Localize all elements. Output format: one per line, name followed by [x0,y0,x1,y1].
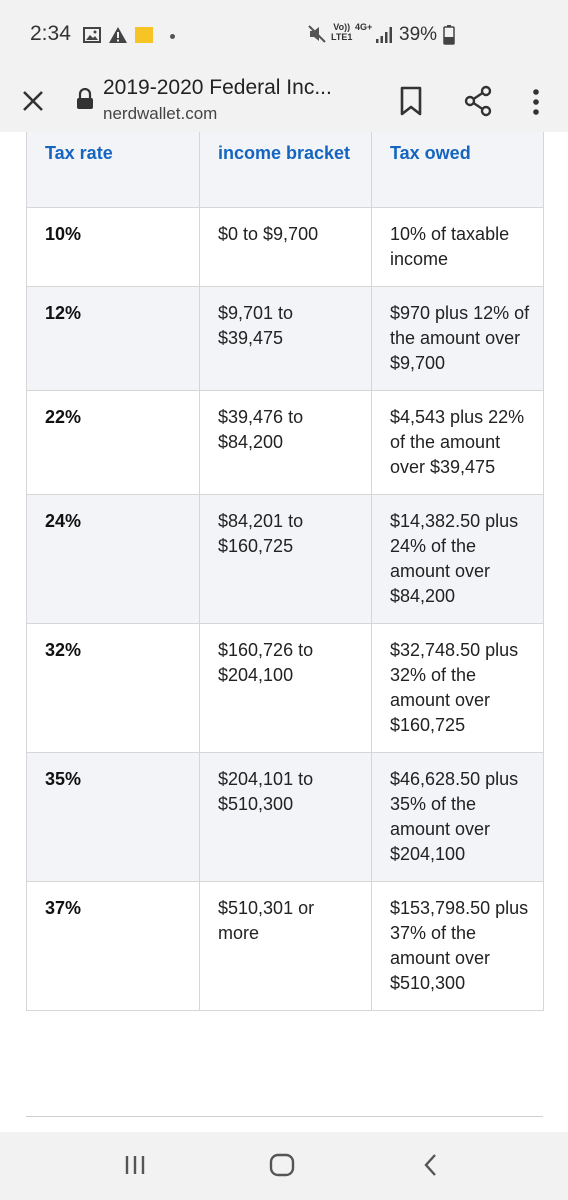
table-header-row: Tax rate income bracket Tax owed [26,132,544,208]
page-content[interactable]: Tax rate income bracket Tax owed 10% $0 … [0,132,568,1132]
tax-owed-cell: $14,382.50 plus 24% of the amount over $… [371,494,544,624]
page-title[interactable]: 2019-2020 Federal Inc... [103,76,332,99]
home-button[interactable] [268,1150,296,1185]
signal-icon [375,26,393,49]
share-icon [464,85,492,117]
browser-toolbar: 2019-2020 Federal Inc... nerdwallet.com [0,72,568,132]
more-vert-icon [533,89,539,115]
table-row: 10% $0 to $9,700 10% of taxable income [26,207,544,287]
table-row: 37% $510,301 or more $153,798.50 plus 37… [26,881,544,1011]
warning-icon [108,26,128,49]
status-bar: 2:34 Vo)) LTE1 4G+ 39% [0,0,568,72]
bookmark-icon [400,86,422,116]
home-icon [269,1153,295,1177]
tax-rate-cell: 22% [26,390,200,495]
tax-rate-cell: 24% [26,494,200,624]
gallery-icon [83,27,101,48]
income-bracket-cell: $204,101 to $510,300 [199,752,372,882]
tax-owed-cell: $970 plus 12% of the amount over $9,700 [371,286,544,391]
share-button[interactable] [462,84,494,118]
tax-rate-cell: 10% [26,207,200,287]
income-bracket-cell: $39,476 to $84,200 [199,390,372,495]
bookmark-button[interactable] [396,84,426,118]
table-row: 35% $204,101 to $510,300 $46,628.50 plus… [26,752,544,882]
lock-icon [76,87,94,115]
page-domain[interactable]: nerdwallet.com [103,104,218,123]
network-label-top: Vo)) [333,22,351,32]
system-nav-bar [0,1132,568,1200]
battery-icon [443,25,455,50]
content-divider [26,1116,543,1117]
tax-owed-cell: 10% of taxable income [371,207,544,287]
status-time: 2:34 [30,22,71,45]
close-button[interactable] [18,86,48,116]
table-row: 32% $160,726 to $204,100 $32,748.50 plus… [26,623,544,753]
income-bracket-cell: $510,301 or more [199,881,372,1011]
network-label-bottom: LTE1 [331,32,353,42]
recents-icon [125,1156,145,1174]
dot-icon [170,34,175,39]
income-bracket-cell: $0 to $9,700 [199,207,372,287]
more-options-button[interactable] [524,84,548,120]
recents-button[interactable] [122,1150,148,1185]
tax-rate-cell: 32% [26,623,200,753]
income-bracket-cell: $160,726 to $204,100 [199,623,372,753]
header-tax-owed: Tax owed [371,132,544,208]
income-bracket-cell: $84,201 to $160,725 [199,494,372,624]
tax-rate-cell: 12% [26,286,200,391]
network-type: 4G+ [355,22,373,32]
tax-owed-cell: $153,798.50 plus 37% of the amount over … [371,881,544,1011]
tax-rate-cell: 37% [26,881,200,1011]
tax-owed-cell: $32,748.50 plus 32% of the amount over $… [371,623,544,753]
tax-owed-cell: $46,628.50 plus 35% of the amount over $… [371,752,544,882]
table-row: 12% $9,701 to $39,475 $970 plus 12% of t… [26,286,544,391]
tax-owed-cell: $4,543 plus 22% of the amount over $39,4… [371,390,544,495]
tax-brackets-table: Tax rate income bracket Tax owed 10% $0 … [26,132,544,1011]
back-icon [424,1154,436,1176]
mute-icon [307,24,327,49]
tax-rate-cell: 35% [26,752,200,882]
battery-level: 39% [399,24,438,45]
header-tax-rate: Tax rate [26,132,200,208]
header-income-bracket: income bracket [199,132,372,208]
nerdwallet-badge-icon [135,27,153,43]
network-label: Vo)) LTE1 [331,22,352,42]
close-icon [23,91,43,111]
income-bracket-cell: $9,701 to $39,475 [199,286,372,391]
table-row: 24% $84,201 to $160,725 $14,382.50 plus … [26,494,544,624]
table-row: 22% $39,476 to $84,200 $4,543 plus 22% o… [26,390,544,495]
back-button[interactable] [420,1150,442,1185]
